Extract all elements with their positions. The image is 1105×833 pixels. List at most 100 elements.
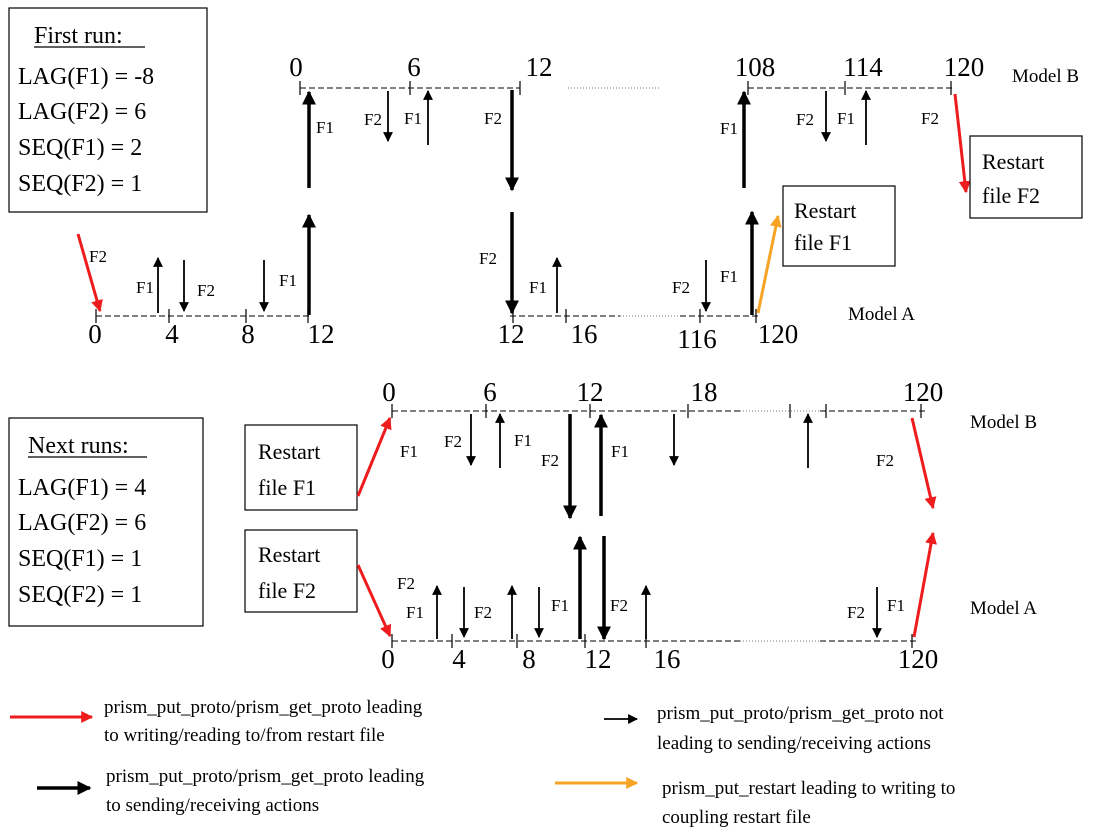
- field-label-f1: F1: [404, 109, 422, 128]
- first-run-model-a-tick: 0: [88, 319, 102, 349]
- next-runs-title: Next runs:: [28, 433, 129, 459]
- legend-red-text: to writing/reading to/from restart file: [104, 725, 385, 746]
- next-runs-model-b-tick: 0: [382, 377, 396, 407]
- first-run-param: LAG(F1) = -8: [18, 64, 154, 90]
- restart-box-text: Restart: [982, 149, 1044, 174]
- restart-box-text: file F1: [794, 230, 852, 255]
- field-label-f2: F2: [197, 281, 215, 300]
- next-runs-section: Next runs: LAG(F1) = 4 LAG(F2) = 6 SEQ(F…: [8, 377, 1037, 674]
- legend-thin-black-text: prism_put_proto/prism_get_proto not: [657, 703, 944, 724]
- next-runs-model-b-tickmarks: [391, 404, 922, 418]
- first-run-param: SEQ(F2) = 1: [18, 171, 142, 197]
- next-runs-model-a-tickmarks: [391, 634, 913, 648]
- field-label-f2: F2: [89, 247, 107, 266]
- first-run-model-b-tick: 0: [289, 52, 303, 82]
- next-runs-model-a-tick: 12: [585, 644, 612, 674]
- first-run-model-a-label: Model A: [848, 304, 915, 325]
- field-label-f1: F1: [406, 603, 424, 622]
- next-runs-params-box: [8, 417, 204, 627]
- restart-box-text: Restart: [794, 198, 856, 223]
- first-run-model-b-tick: 114: [843, 52, 883, 82]
- first-run-restart-box-f2: [969, 135, 1083, 219]
- legend: prism_put_proto/prism_get_proto leading …: [10, 697, 955, 828]
- field-label-f2: F2: [921, 109, 939, 128]
- next-runs-param: LAG(F1) = 4: [18, 475, 146, 501]
- field-label-f1: F1: [720, 267, 738, 286]
- first-run-model-a-tick: 8: [241, 319, 255, 349]
- legend-thick-black-text: prism_put_proto/prism_get_proto leading: [106, 766, 425, 787]
- field-label-f2: F2: [847, 603, 865, 622]
- field-label-f2: F2: [397, 574, 415, 593]
- legend-thin-black-text: leading to sending/receiving actions: [657, 733, 931, 754]
- first-run-section: First run: LAG(F1) = -8 LAG(F2) = 6 SEQ(…: [8, 7, 1083, 354]
- first-run-model-b-label: Model B: [1012, 66, 1079, 87]
- field-label-f1: F1: [837, 109, 855, 128]
- legend-red-text: prism_put_proto/prism_get_proto leading: [104, 697, 423, 718]
- next-runs-model-b-tick: 12: [577, 377, 604, 407]
- first-run-model-a-tick: 4: [165, 319, 179, 349]
- first-run-model-b-tickmarks: [299, 81, 952, 95]
- first-run-title: First run:: [34, 23, 123, 49]
- field-label-f2: F2: [479, 249, 497, 268]
- field-label-f1: F1: [529, 278, 547, 297]
- field-label-f1: F1: [611, 442, 629, 461]
- restart-box-text: file F1: [258, 475, 316, 500]
- first-run-params-box: [8, 7, 208, 213]
- legend-orange-text: prism_put_restart leading to writing to: [662, 778, 955, 799]
- first-run-restart-box-f1: [782, 185, 896, 267]
- red-arrow-write-restart-f1: [912, 531, 937, 638]
- field-label-f1: F1: [720, 119, 738, 138]
- next-runs-model-a-tick: 8: [522, 644, 536, 674]
- next-runs-model-a-tick: 120: [898, 644, 939, 674]
- field-label-f1: F1: [514, 431, 532, 450]
- first-run-model-b-tick: 12: [526, 52, 553, 82]
- field-label-f1: F1: [316, 118, 334, 137]
- red-arrow-read-restart-f2: [76, 233, 103, 313]
- field-label-f1: F1: [400, 442, 418, 461]
- first-run-model-a-tick: 12: [308, 319, 335, 349]
- next-runs-param: SEQ(F1) = 1: [18, 546, 142, 572]
- next-runs-model-a-tick: 4: [452, 644, 466, 674]
- first-run-model-a-tick: 116: [677, 324, 717, 354]
- restart-box-text: file F2: [258, 578, 316, 603]
- next-runs-model-a-tick: 16: [654, 644, 681, 674]
- orange-arrow-put-restart-f1: [756, 214, 782, 314]
- legend-orange-text: coupling restart file: [662, 807, 811, 828]
- field-label-f1: F1: [887, 596, 905, 615]
- next-runs-model-b-tick: 6: [483, 377, 497, 407]
- red-arrow-read-restart-f1: [356, 416, 392, 497]
- field-label-f2: F2: [364, 110, 382, 129]
- first-run-model-a-tickmarks: [95, 309, 757, 323]
- field-label-f1: F1: [136, 278, 154, 297]
- first-run-param: SEQ(F1) = 2: [18, 135, 142, 161]
- field-label-f1: F1: [279, 271, 297, 290]
- next-runs-model-b-tick: 18: [691, 377, 718, 407]
- field-label-f2: F2: [610, 596, 628, 615]
- field-label-f2: F2: [474, 603, 492, 622]
- restart-box-text: file F2: [982, 183, 1040, 208]
- field-label-f2: F2: [484, 109, 502, 128]
- first-run-model-b-tick: 120: [944, 52, 985, 82]
- field-label-f2: F2: [672, 278, 690, 297]
- first-run-model-b-tick: 108: [735, 52, 776, 82]
- field-label-f2: F2: [541, 451, 559, 470]
- legend-thick-black-text: to sending/receiving actions: [106, 795, 319, 816]
- restart-box-text: Restart: [258, 439, 320, 464]
- field-label-f2: F2: [876, 451, 894, 470]
- first-run-model-a-tick: 16: [571, 319, 598, 349]
- first-run-model-b-tick: 6: [407, 52, 421, 82]
- red-arrow-write-restart-f2: [910, 417, 937, 510]
- field-label-f1: F1: [551, 596, 569, 615]
- next-runs-model-a-label: Model A: [970, 598, 1037, 619]
- field-label-f2: F2: [796, 110, 814, 129]
- next-runs-model-b-tick: 120: [903, 377, 944, 407]
- restart-box-text: Restart: [258, 542, 320, 567]
- red-arrow-write-restart-f2: [953, 93, 971, 194]
- next-runs-param: LAG(F2) = 6: [18, 510, 146, 536]
- next-runs-restart-box-f2: [244, 529, 358, 613]
- first-run-model-a-tick: 12: [498, 319, 525, 349]
- first-run-param: LAG(F2) = 6: [18, 99, 146, 125]
- next-runs-restart-box-f1: [244, 424, 358, 511]
- next-runs-param: SEQ(F2) = 1: [18, 582, 142, 608]
